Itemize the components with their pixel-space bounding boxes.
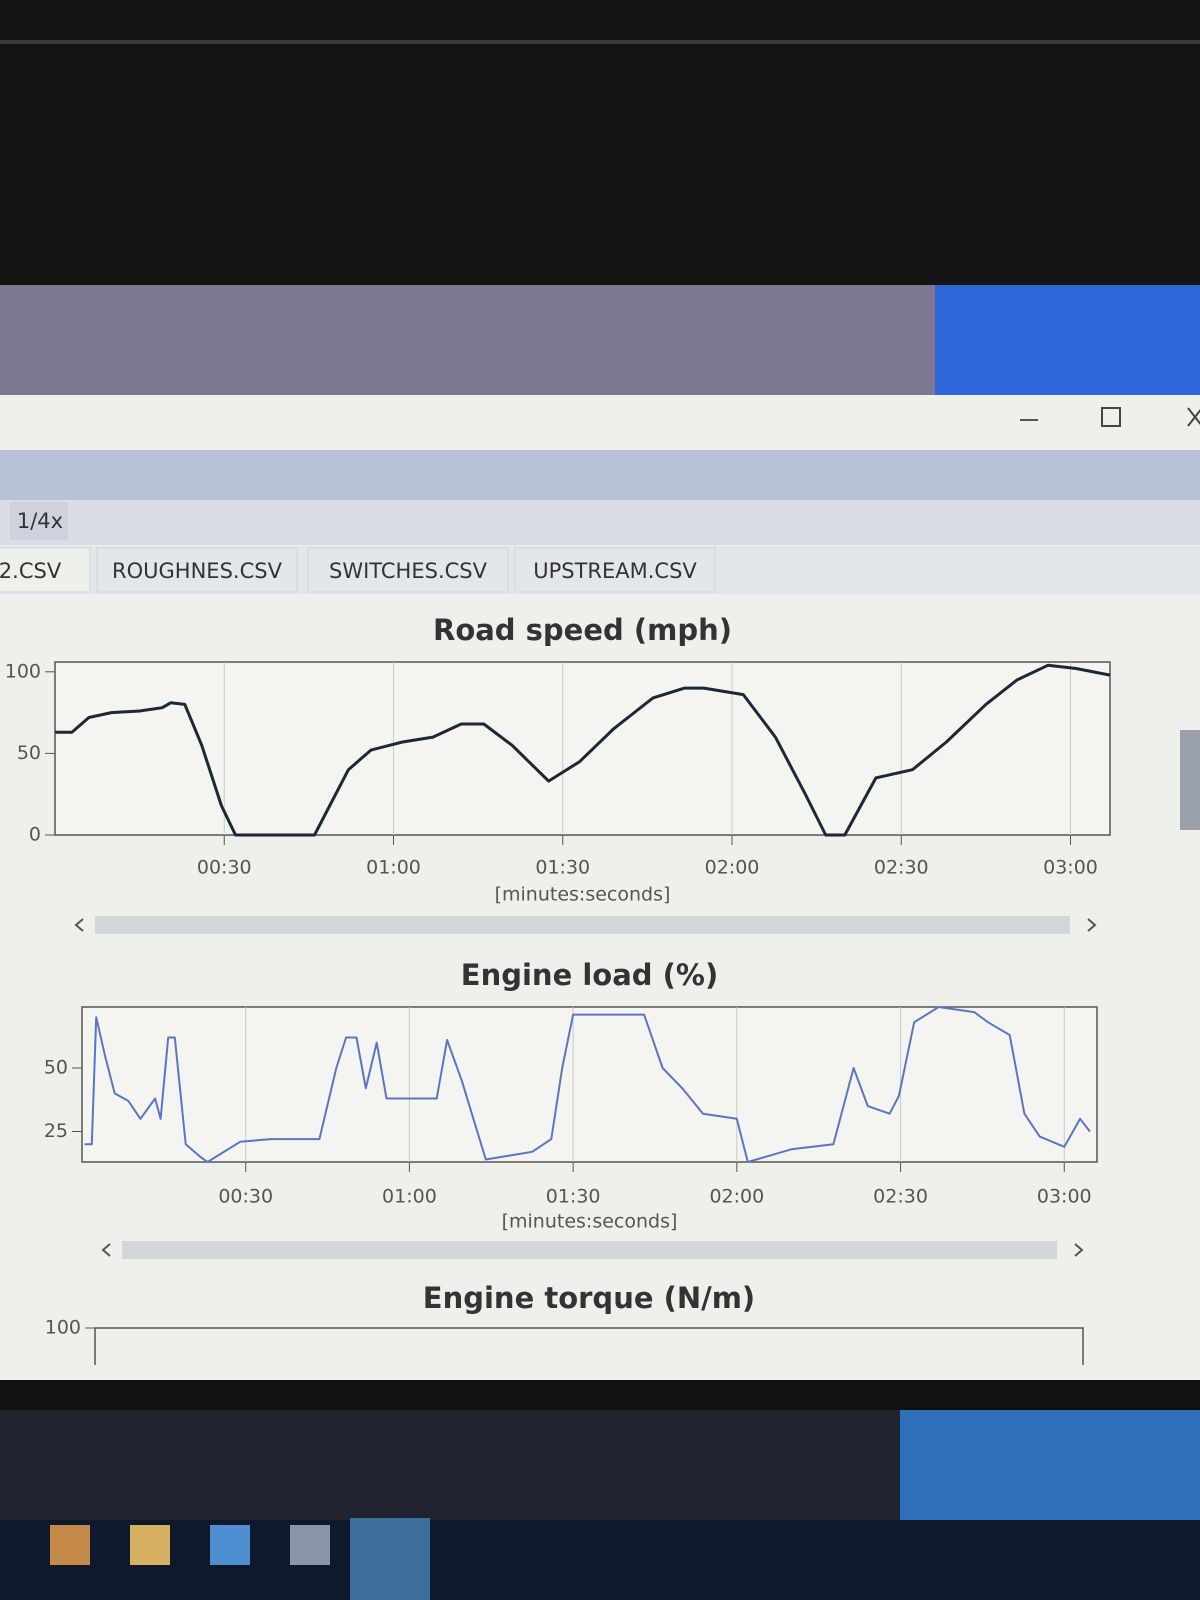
x-tick-label: 02:00 [705,857,760,879]
series-line [55,663,1111,837]
horizontal-scrollbar[interactable] [122,1241,1057,1259]
tab[interactable] [96,547,298,593]
x-tick-label: 02:30 [873,1186,928,1208]
scroll-right-arrow[interactable] [1074,1243,1084,1257]
taskbar [0,1520,1200,1600]
x-axis-label: [minutes:seconds] [502,1211,678,1233]
y-tick-label: 50 [17,742,41,764]
x-tick-label: 01:30 [546,1186,601,1208]
bezel [0,0,1200,285]
chart-title: Engine torque (N/m) [423,1281,755,1315]
taskbar-icon[interactable] [350,1518,430,1600]
y-tick-label: 50 [44,1056,68,1078]
x-tick-label: 01:00 [382,1186,437,1208]
x-tick-label: 02:30 [874,857,929,879]
x-axis-label: [minutes:seconds] [495,884,671,906]
toolbar [0,500,1200,545]
maximize-button[interactable] [1101,407,1121,427]
y-tick-label: 25 [44,1120,68,1142]
bezel-edge [0,40,1200,44]
zoom-label: 1/4x [17,509,63,533]
taskbar-icon[interactable] [290,1525,330,1565]
x-tick-label: 01:00 [366,857,421,879]
scroll-left-arrow[interactable] [74,918,84,932]
chart-title: Road speed (mph) [433,613,732,647]
tab[interactable] [0,547,91,593]
taskbar-icon[interactable] [210,1525,250,1565]
x-tick-label: 03:00 [1043,857,1098,879]
tab[interactable] [307,547,509,593]
scroll-left-arrow[interactable] [101,1243,111,1257]
desktop-background [900,1410,1200,1520]
plot-frame [94,1327,1084,1365]
taskbar-icon[interactable] [130,1525,170,1565]
series-line [84,1006,1091,1163]
webcam-strip [0,285,935,395]
taskbar-icon[interactable] [50,1525,90,1565]
tab-label: ROUGHNES.CSV [112,559,283,583]
horizontal-scrollbar[interactable] [95,916,1070,934]
scrollbar-thumb[interactable] [1180,730,1200,830]
x-tick-label: 01:30 [535,857,590,879]
app-window: 1/4x 2.CSV ROUGHNES.CSV SWITCHES.CSV UPSTRE… [0,395,1200,1380]
zoom-button[interactable] [10,502,68,540]
plot-frame [54,661,1111,836]
x-tick-label: 02:00 [709,1186,764,1208]
y-tick-label: 0 [29,824,41,846]
tab[interactable] [514,547,716,593]
tab-label: 2.CSV [0,559,62,583]
scroll-right-arrow[interactable] [1087,918,1097,932]
x-tick-label: 00:30 [197,857,252,879]
tab-label: SWITCHES.CSV [329,559,488,583]
chart-title: Engine load (%) [461,958,718,992]
x-tick-label: 03:00 [1037,1186,1092,1208]
desktop-background [935,285,1200,395]
y-tick-label: 100 [45,1317,81,1339]
x-tick-label: 00:30 [218,1186,273,1208]
plot-frame [81,1006,1098,1163]
y-tick-label: 100 [5,660,41,682]
tab-label: UPSTREAM.CSV [533,559,697,583]
